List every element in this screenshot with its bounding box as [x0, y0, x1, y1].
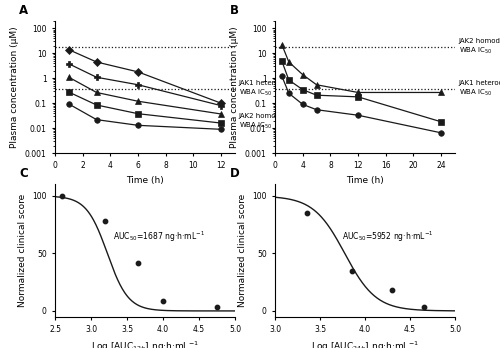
Text: C: C [19, 167, 28, 181]
Text: B: B [230, 4, 239, 17]
100 mpk [94, 60, 100, 64]
10 mpk [218, 112, 224, 116]
10 mpk [286, 91, 292, 95]
Y-axis label: Plasma concentration (μM): Plasma concentration (μM) [230, 26, 239, 148]
30 mpk [218, 104, 224, 108]
Point [134, 260, 142, 266]
30 mpk [94, 75, 100, 79]
10 mpk [135, 99, 141, 103]
10 mpk [438, 131, 444, 135]
Point [213, 305, 221, 310]
100 mpk [355, 90, 361, 95]
Point [420, 305, 428, 310]
10 mpk [314, 108, 320, 112]
Line: 1 mpk: 1 mpk [66, 101, 224, 132]
10 mpk [66, 75, 72, 79]
Line: 10 mpk: 10 mpk [66, 74, 224, 117]
Y-axis label: Normalized clinical score: Normalized clinical score [18, 194, 26, 307]
Line: 3 mpk: 3 mpk [66, 89, 224, 126]
Line: 30 mpk: 30 mpk [279, 58, 444, 125]
100 mpk [300, 72, 306, 77]
30 mpk [135, 83, 141, 87]
10 mpk [355, 113, 361, 117]
Y-axis label: Plasma concentration (μM): Plasma concentration (μM) [10, 26, 20, 148]
30 mpk [314, 93, 320, 97]
1 mpk [218, 127, 224, 132]
100 mpk [66, 48, 72, 52]
3 mpk [66, 90, 72, 94]
30 mpk [279, 59, 285, 63]
Line: 100 mpk: 100 mpk [279, 42, 444, 95]
Line: 100 mpk: 100 mpk [66, 47, 224, 106]
X-axis label: Log [AUC$_{12h}$] ng·h·mL$^{-1}$: Log [AUC$_{12h}$] ng·h·mL$^{-1}$ [91, 340, 199, 348]
100 mpk [438, 90, 444, 95]
Point [159, 298, 167, 303]
Text: A: A [19, 4, 28, 17]
Text: JAK1 heterodimer
WBA IC$_{50}$: JAK1 heterodimer WBA IC$_{50}$ [238, 80, 300, 97]
Text: AUC$_{50}$=1687 ng·h·mL$^{-1}$: AUC$_{50}$=1687 ng·h·mL$^{-1}$ [112, 229, 204, 244]
10 mpk [94, 90, 100, 95]
30 mpk [66, 62, 72, 66]
Point [102, 219, 110, 224]
Text: AUC$_{50}$=5952 ng·h·mL$^{-1}$: AUC$_{50}$=5952 ng·h·mL$^{-1}$ [342, 229, 434, 244]
30 mpk [438, 120, 444, 124]
3 mpk [94, 103, 100, 107]
100 mpk [286, 60, 292, 64]
100 mpk [218, 101, 224, 105]
100 mpk [135, 70, 141, 74]
X-axis label: Time (h): Time (h) [126, 176, 164, 185]
100 mpk [314, 83, 320, 87]
Text: D: D [230, 167, 240, 181]
Point [302, 211, 310, 216]
10 mpk [279, 74, 285, 78]
Text: JAK2 homodimer
WBA IC$_{50}$: JAK2 homodimer WBA IC$_{50}$ [458, 38, 500, 56]
3 mpk [135, 112, 141, 116]
Text: JAK2 homodimer
WBA IC$_{50}$: JAK2 homodimer WBA IC$_{50}$ [238, 113, 296, 130]
Y-axis label: Normalized clinical score: Normalized clinical score [238, 194, 246, 307]
1 mpk [94, 118, 100, 122]
30 mpk [355, 95, 361, 99]
Point [388, 287, 396, 293]
1 mpk [66, 102, 72, 106]
3 mpk [218, 121, 224, 125]
Point [58, 193, 66, 199]
1 mpk [135, 123, 141, 127]
10 mpk [300, 102, 306, 106]
30 mpk [300, 88, 306, 92]
100 mpk [279, 43, 285, 47]
Text: JAK1 heterodimer
WBA IC$_{50}$: JAK1 heterodimer WBA IC$_{50}$ [458, 80, 500, 97]
30 mpk [286, 78, 292, 82]
Point [348, 268, 356, 274]
Line: 30 mpk: 30 mpk [66, 61, 224, 109]
X-axis label: Time (h): Time (h) [346, 176, 384, 185]
X-axis label: Log [AUC$_{24h}$] ng·h·mL$^{-1}$: Log [AUC$_{24h}$] ng·h·mL$^{-1}$ [311, 340, 419, 348]
Line: 10 mpk: 10 mpk [279, 73, 444, 136]
